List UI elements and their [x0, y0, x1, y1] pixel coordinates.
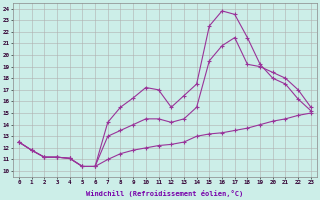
X-axis label: Windchill (Refroidissement éolien,°C): Windchill (Refroidissement éolien,°C) — [86, 190, 244, 197]
